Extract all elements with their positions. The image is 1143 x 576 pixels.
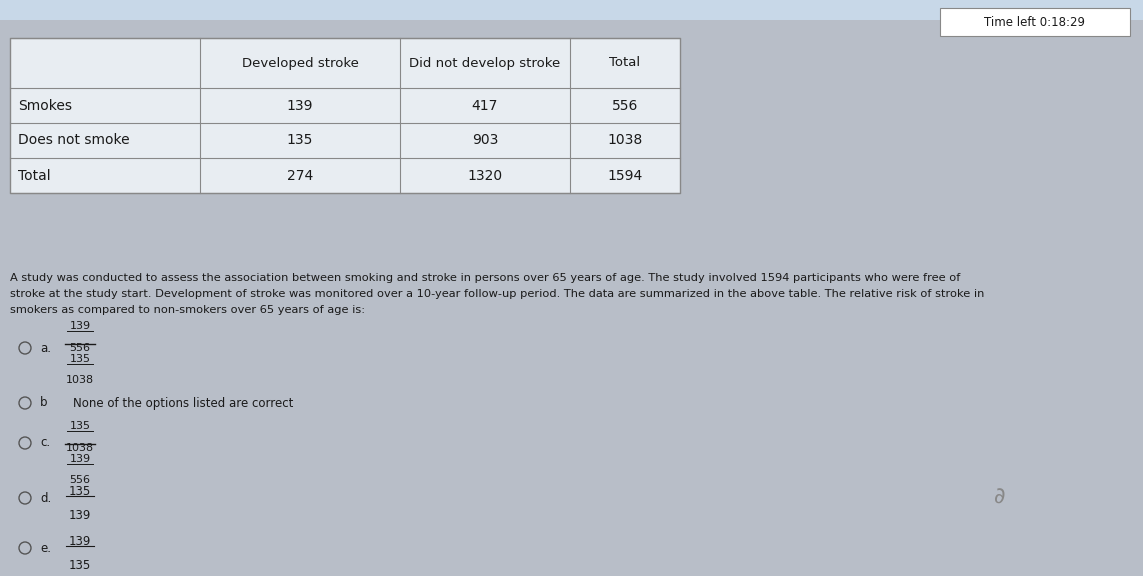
Text: 139: 139: [287, 98, 313, 112]
Text: 1038: 1038: [607, 134, 642, 147]
FancyBboxPatch shape: [940, 8, 1130, 36]
Text: 274: 274: [287, 169, 313, 183]
Text: None of the options listed are correct: None of the options listed are correct: [73, 396, 294, 410]
Text: Total: Total: [18, 169, 50, 183]
Text: 135: 135: [69, 485, 91, 498]
Text: 135: 135: [70, 421, 90, 431]
Bar: [10, 38, 680, 193]
Text: 556: 556: [70, 475, 90, 485]
Text: 1038: 1038: [66, 443, 94, 453]
Text: ∂: ∂: [994, 488, 1006, 508]
Text: 139: 139: [69, 535, 91, 548]
Text: A study was conducted to assess the association between smoking and stroke in pe: A study was conducted to assess the asso…: [10, 273, 960, 283]
Text: Smokes: Smokes: [18, 98, 72, 112]
Text: 135: 135: [69, 559, 91, 572]
Text: 1594: 1594: [607, 169, 642, 183]
Text: Total: Total: [609, 56, 640, 70]
Text: 135: 135: [287, 134, 313, 147]
Text: Time left 0:18:29: Time left 0:18:29: [984, 16, 1086, 28]
Text: b: b: [40, 396, 48, 410]
Text: 1038: 1038: [66, 375, 94, 385]
Text: 903: 903: [472, 134, 498, 147]
Text: a.: a.: [40, 342, 51, 354]
Text: c.: c.: [40, 437, 50, 449]
Bar: [10, 38, 680, 193]
Text: 135: 135: [70, 354, 90, 364]
Text: 139: 139: [69, 509, 91, 522]
Text: 139: 139: [70, 454, 90, 464]
Text: 417: 417: [472, 98, 498, 112]
Text: smokers as compared to non-smokers over 65 years of age is:: smokers as compared to non-smokers over …: [10, 305, 365, 315]
Text: 556: 556: [70, 343, 90, 353]
Bar: [0, 0, 1143, 20]
Text: d.: d.: [40, 491, 51, 505]
Text: e.: e.: [40, 541, 51, 555]
Text: stroke at the study start. Development of stroke was monitored over a 10-year fo: stroke at the study start. Development o…: [10, 289, 984, 299]
Text: 1320: 1320: [467, 169, 503, 183]
Text: Does not smoke: Does not smoke: [18, 134, 129, 147]
Text: Developed stroke: Developed stroke: [241, 56, 359, 70]
Text: 139: 139: [70, 321, 90, 331]
Text: 556: 556: [612, 98, 638, 112]
Text: Did not develop stroke: Did not develop stroke: [409, 56, 560, 70]
